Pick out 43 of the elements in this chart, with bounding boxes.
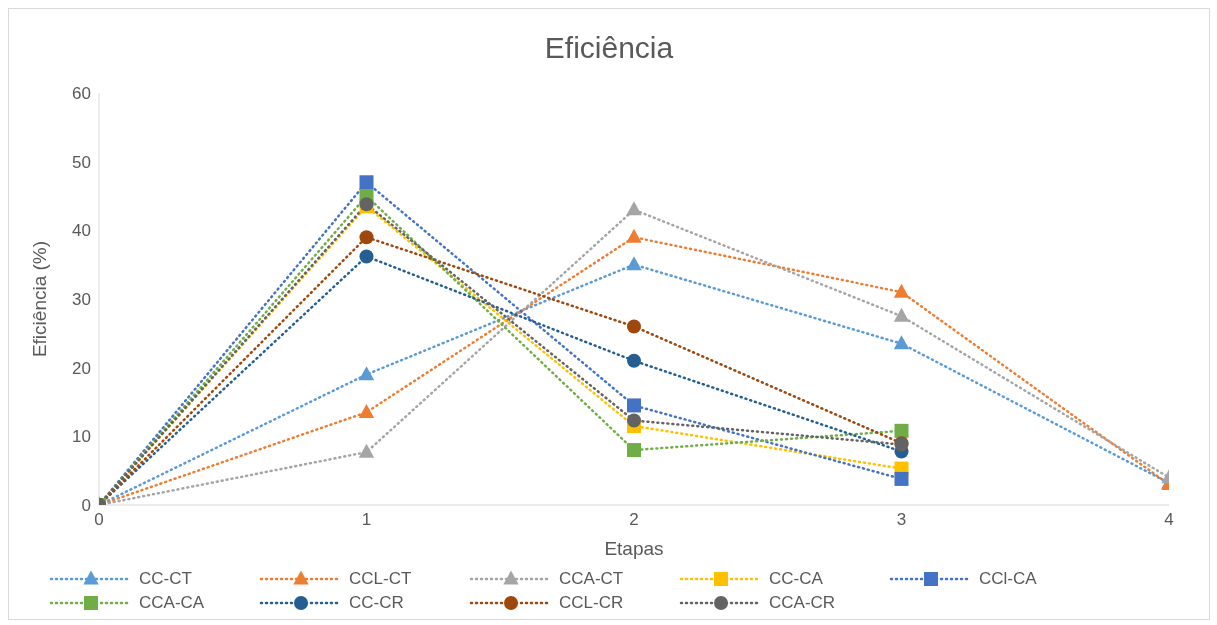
y-axis-title: Eficiência (%) — [28, 240, 50, 358]
x-axis-title: Etapas — [604, 538, 664, 559]
point — [359, 175, 374, 190]
legend-label: CCL-CT — [349, 569, 412, 589]
chart-title: Eficiência — [543, 30, 675, 66]
y-tick-label: 50 — [72, 152, 91, 172]
point — [359, 230, 374, 245]
y-tick-label: 60 — [72, 84, 91, 104]
legend-label: CCA-CT — [559, 569, 624, 589]
point — [627, 413, 641, 428]
x-tick-label: 4 — [1164, 510, 1174, 530]
point — [358, 443, 375, 458]
legend-label: CC-CA — [769, 569, 823, 589]
point — [358, 403, 375, 418]
legend-label: CCL-CR — [559, 593, 624, 613]
point — [626, 256, 642, 271]
y-tick-label: 20 — [72, 358, 91, 378]
point — [893, 283, 910, 298]
y-tick-label: 40 — [72, 221, 91, 241]
y-tick-label: 30 — [72, 290, 91, 310]
point — [359, 249, 374, 264]
point — [893, 335, 910, 350]
point — [627, 398, 641, 413]
point — [627, 353, 641, 368]
x-tick-label: 3 — [896, 510, 907, 530]
point — [893, 307, 910, 322]
y-tick-label: 10 — [72, 427, 91, 447]
point — [894, 423, 909, 438]
legend-label: CCl-CA — [979, 569, 1037, 589]
legend-label: CC-CT — [139, 569, 192, 589]
point — [627, 443, 641, 458]
point — [626, 201, 642, 216]
point — [626, 228, 642, 243]
legend-label: CCA-CA — [139, 593, 205, 613]
legend-label: CC-CR — [349, 593, 404, 613]
x-tick-label: 0 — [94, 510, 104, 530]
y-tick-label: 0 — [81, 496, 91, 516]
x-tick-label: 1 — [361, 510, 372, 530]
point — [894, 471, 909, 486]
x-tick-label: 2 — [629, 510, 639, 530]
point — [627, 319, 641, 334]
point — [358, 366, 375, 381]
legend-label: CCA-CR — [769, 593, 836, 613]
